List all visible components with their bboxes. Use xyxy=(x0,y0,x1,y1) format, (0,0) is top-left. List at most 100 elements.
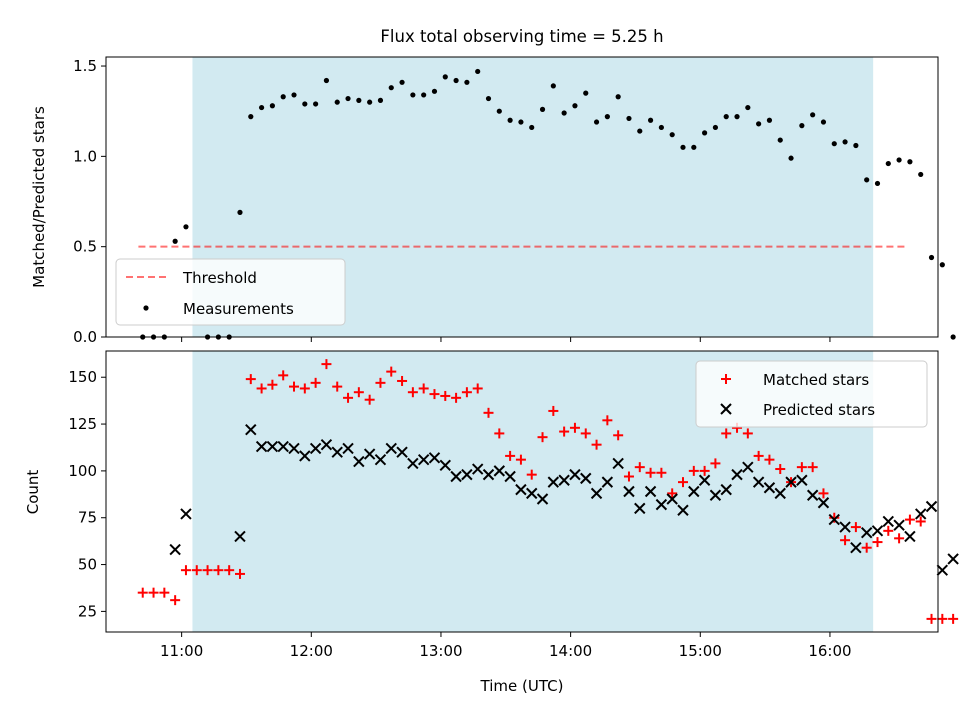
legend-matched-label: Matched stars xyxy=(763,371,869,389)
matched-star-point xyxy=(926,613,937,624)
matched-star-point xyxy=(451,392,462,403)
measurement-point xyxy=(885,160,891,167)
matched-star-point xyxy=(753,450,764,461)
matched-star-point xyxy=(310,377,321,388)
predicted-star-point xyxy=(936,564,949,576)
matched-star-point xyxy=(148,587,159,598)
matched-star-point xyxy=(234,568,245,579)
measurement-point xyxy=(539,106,546,112)
predicted-star-point xyxy=(925,500,938,513)
matched-star-point xyxy=(548,405,559,416)
matched-star-point xyxy=(180,565,191,576)
predicted-star-point xyxy=(677,504,689,516)
measurement-point xyxy=(691,144,697,150)
measurement-point xyxy=(410,92,416,98)
count-ytick-label: 75 xyxy=(78,509,97,527)
matched-star-point xyxy=(569,422,580,433)
measurement-point xyxy=(442,74,448,80)
predicted-star-point xyxy=(612,457,624,470)
matched-star-point xyxy=(472,383,483,394)
ratio-panel: 0.0 0.5 1.0 1.5 Matched/Predicted stars Thr… xyxy=(30,56,956,346)
count-ytick-label: 100 xyxy=(68,462,97,480)
predicted-star-point xyxy=(309,442,322,455)
measurement-point xyxy=(626,115,632,122)
predicted-star-point xyxy=(947,553,959,565)
predicted-star-point xyxy=(569,468,581,481)
measurement-point xyxy=(799,123,805,129)
predicted-star-point xyxy=(688,485,700,498)
predicted-star-point xyxy=(817,497,830,509)
count-panel: 25 50 75 100 125 150 11:00 12:00 13:00 14:00 15:00… xyxy=(24,350,959,695)
count-xtick-label: 14:00 xyxy=(549,642,592,660)
predicted-star-point xyxy=(774,487,786,500)
matched-star-point xyxy=(829,512,840,523)
count-ytick-label: 125 xyxy=(68,415,97,433)
matched-star-point xyxy=(948,613,959,624)
predicted-star-point xyxy=(493,465,506,477)
measurement-point xyxy=(820,119,827,125)
matched-star-point xyxy=(688,465,699,476)
ratio-ytick-label: 1.0 xyxy=(73,147,97,165)
matched-star-point xyxy=(721,428,732,439)
legend-predicted-swatch xyxy=(720,403,732,415)
measurement-point xyxy=(950,334,956,340)
legend-predicted-label: Predicted stars xyxy=(763,401,875,419)
x-axis-label: Time (UTC) xyxy=(480,677,564,695)
predicted-star-point xyxy=(169,543,181,556)
measurement-point xyxy=(561,110,567,116)
measurement-point xyxy=(928,254,935,261)
measurement-point xyxy=(507,117,513,123)
measurement-point xyxy=(550,83,556,89)
matched-star-point xyxy=(407,387,418,398)
measurement-point xyxy=(604,114,610,120)
measurement-point xyxy=(939,262,945,268)
measurement-point xyxy=(475,68,481,75)
predicted-star-point xyxy=(558,474,570,486)
measurement-point xyxy=(702,130,708,136)
matched-star-point xyxy=(245,374,256,385)
predicted-star-point xyxy=(882,515,895,528)
measurement-point xyxy=(291,92,297,98)
predicted-star-point xyxy=(547,476,560,488)
matched-star-point xyxy=(429,389,440,400)
matched-star-point xyxy=(915,516,926,527)
predicted-star-point xyxy=(331,446,343,458)
matched-star-point xyxy=(494,428,505,439)
predicted-star-point xyxy=(590,487,603,500)
measurement-point xyxy=(712,124,719,131)
count-xtick-label: 13:00 xyxy=(419,642,462,660)
matched-star-point xyxy=(645,467,656,478)
predicted-star-point xyxy=(731,468,743,481)
predicted-star-point xyxy=(396,446,408,458)
predicted-star-point xyxy=(655,498,668,511)
measurement-point xyxy=(345,95,351,102)
matched-star-point xyxy=(353,387,364,398)
matched-star-point xyxy=(267,379,278,390)
matched-star-point xyxy=(883,525,894,536)
matched-star-point xyxy=(537,432,548,443)
ratio-axes-frame xyxy=(105,56,939,338)
measurement-point xyxy=(399,79,405,85)
predicted-star-point xyxy=(180,508,192,520)
measurement-point xyxy=(367,99,373,105)
measurement-point xyxy=(853,142,859,149)
measurement-point xyxy=(680,144,686,150)
predicted-star-point xyxy=(363,448,376,460)
predicted-star-point xyxy=(904,530,916,543)
matched-star-point xyxy=(850,522,861,533)
predicted-star-point xyxy=(634,502,646,515)
measurement-point xyxy=(248,114,254,120)
count-xtick-label: 15:00 xyxy=(679,642,722,660)
measurement-point xyxy=(453,77,459,84)
predicted-star-point xyxy=(860,527,873,539)
predicted-star-point xyxy=(763,482,776,494)
matched-star-point xyxy=(796,462,807,473)
predicted-star-point xyxy=(353,455,365,468)
measurement-point xyxy=(723,114,729,120)
count-ytick-label: 50 xyxy=(78,556,97,574)
predicted-star-point xyxy=(839,521,851,533)
matched-star-point xyxy=(710,458,721,469)
predicted-star-point xyxy=(828,513,840,526)
matched-star-point xyxy=(440,390,451,401)
matched-star-point xyxy=(137,587,148,598)
